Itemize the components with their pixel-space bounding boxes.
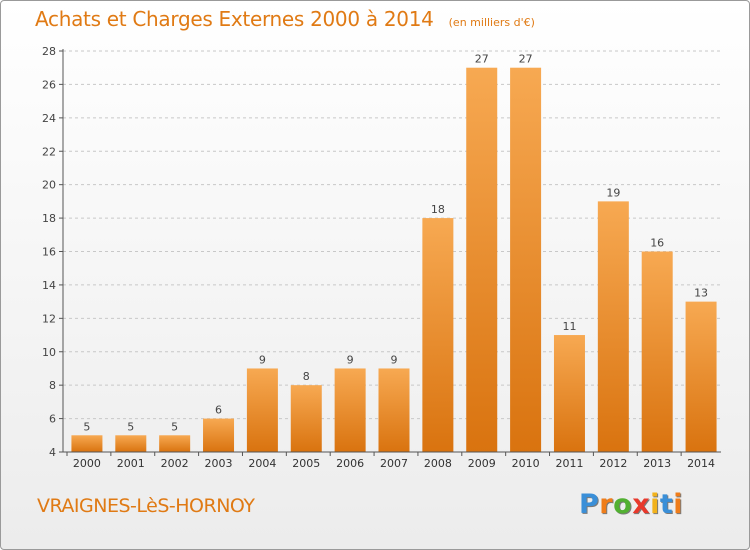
data-label: 6 [215,404,222,417]
bar [203,418,235,452]
axes: 4 6 8 10 12 14 16 18 20 22 24 26 28 2000 2001 2002 2003 2… [42,45,721,470]
x-tick-label: 2012 [599,457,627,470]
y-tick-label: 26 [42,78,56,91]
bar [159,435,191,452]
bar [510,67,542,452]
bars [71,67,717,452]
y-tick-label: 10 [42,346,56,359]
y-tick-label: 4 [49,446,56,459]
x-tick-label: 2000 [73,457,101,470]
x-tick-label: 2007 [380,457,408,470]
x-tick-label: 2001 [117,457,145,470]
x-tick-label: 2002 [161,457,189,470]
data-label: 5 [127,420,134,433]
brand-letter: t [659,489,674,520]
chart-header: Achats et Charges Externes 2000 à 2014 (… [35,7,535,31]
bar [422,218,454,452]
bar [641,251,673,452]
chart-unit: (en milliers d'€) [448,16,535,29]
y-tick-label: 20 [42,179,56,192]
x-tick-label: 2009 [468,457,496,470]
x-tick-label: 2014 [687,457,715,470]
y-tick-label: 16 [42,246,56,259]
bar [597,201,629,452]
x-tick-label: 2013 [643,457,671,470]
y-tick-label: 22 [42,145,56,158]
data-label: 11 [562,320,576,333]
data-label: 8 [303,370,310,383]
bar [466,67,498,452]
brand-letter: x [632,489,651,520]
brand-letter: o [613,489,633,520]
data-label: 27 [475,53,489,66]
bar [334,368,366,452]
bar [685,301,717,452]
x-tick-label: 2005 [292,457,320,470]
data-label: 18 [431,203,445,216]
x-tick-label: 2003 [205,457,233,470]
x-tick-label: 2010 [512,457,540,470]
bar [290,385,322,452]
y-tick-label: 24 [42,112,56,125]
y-tick-label: 18 [42,212,56,225]
chart-title: Achats et Charges Externes 2000 à 2014 [35,7,434,31]
bar [71,435,103,452]
data-label: 19 [606,186,620,199]
y-tick-label: 6 [49,413,56,426]
data-label: 27 [519,53,533,66]
brand-letter: i [650,489,660,520]
x-tick-label: 2008 [424,457,452,470]
data-label: 5 [171,420,178,433]
x-tick-label: 2011 [555,457,583,470]
data-label: 16 [650,237,664,250]
data-label: 5 [83,420,90,433]
brand-letter: r [599,489,614,520]
brand-letter: P [579,489,600,520]
commune-name: VRAIGNES-LèS-HORNOY [37,495,255,517]
y-tick-label: 12 [42,312,56,325]
proxiti-logo[interactable]: Proxiti [579,489,683,520]
x-tick-label: 2004 [248,457,276,470]
x-tick-label: 2006 [336,457,364,470]
bar [246,368,278,452]
y-tick-label: 8 [49,379,56,392]
data-label: 13 [694,287,708,300]
data-label: 9 [391,353,398,366]
bar [115,435,147,452]
data-label: 9 [259,353,266,366]
bar [553,335,585,452]
bar [378,368,410,452]
data-labels: 5 5 5 6 9 8 9 9 18 27 27 11 19 16 13 [83,53,708,434]
y-tick-label: 14 [42,279,56,292]
data-label: 9 [347,353,354,366]
brand-letter: i [673,489,684,520]
y-tick-label: 28 [42,45,56,58]
